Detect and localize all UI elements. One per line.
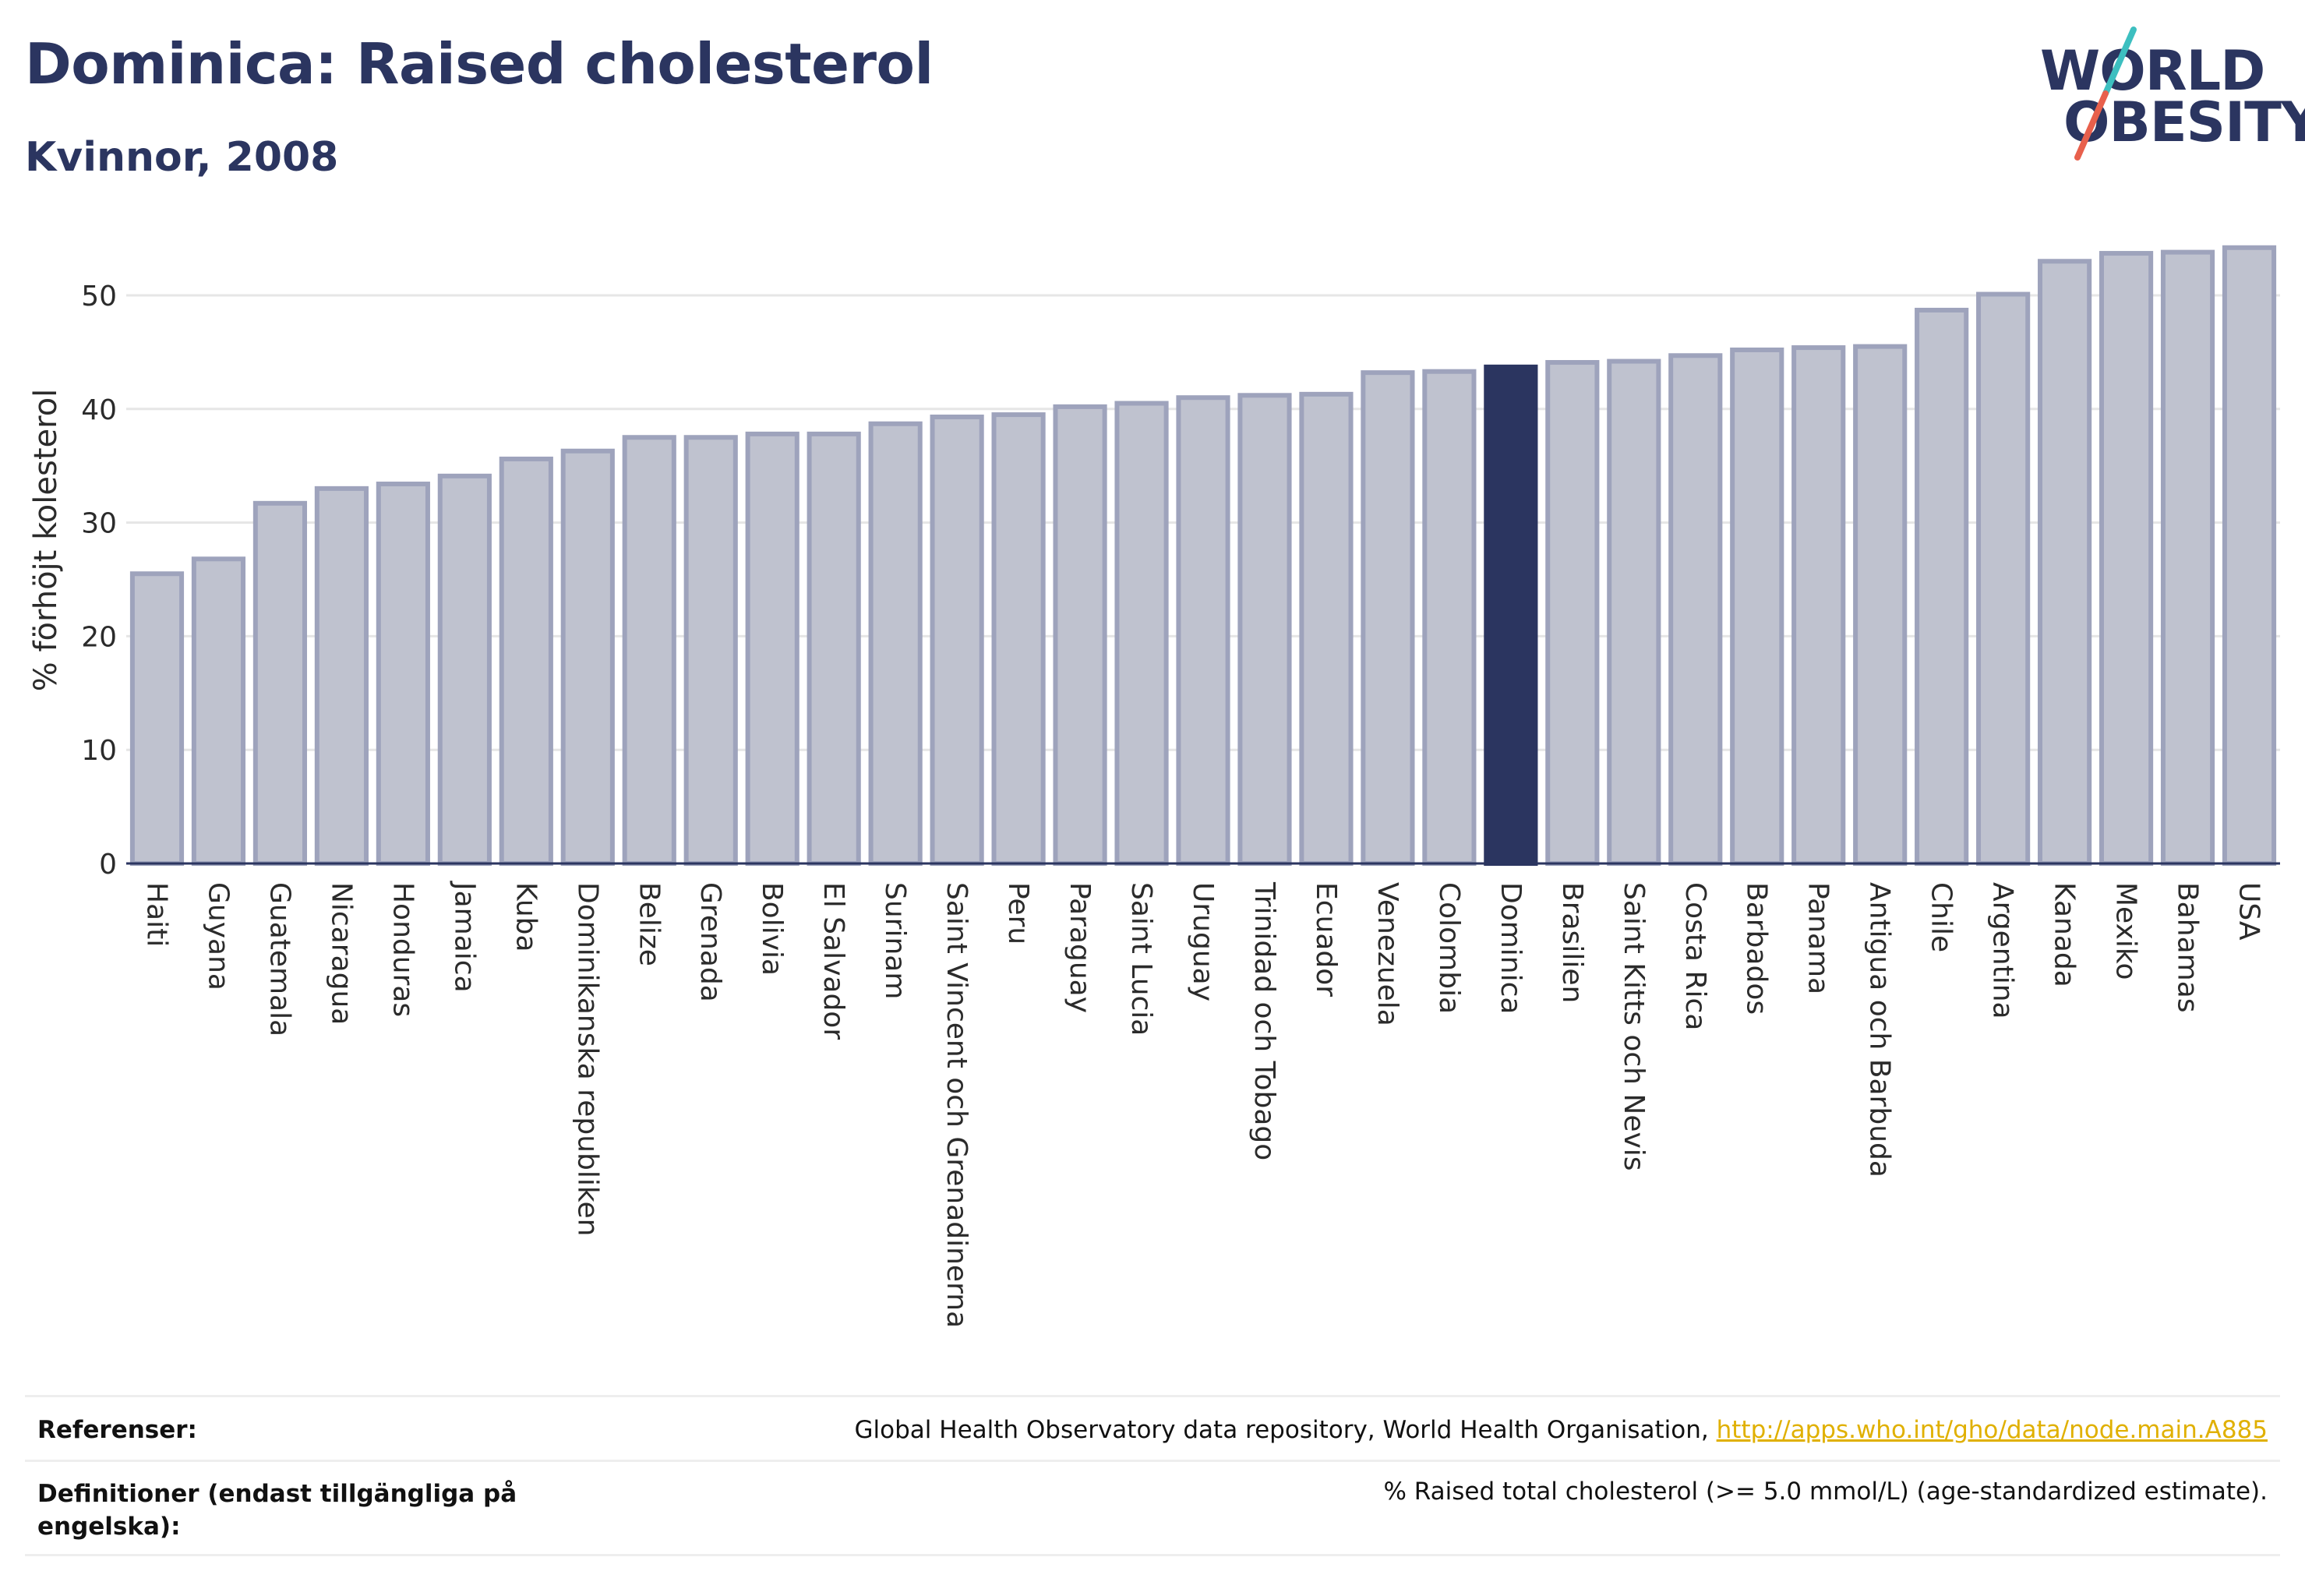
y-tick-label: 30 [81,508,117,540]
y-tick-label: 10 [81,735,117,767]
bar [1422,369,1477,867]
logo-word-world: WORLD [2040,39,2265,103]
x-tick-label: Surinam [879,882,911,999]
x-tick-label: Saint Lucia [1125,882,1157,1036]
x-tick-label: Guatemala [263,882,295,1036]
x-tick-label: Belize [633,882,665,966]
bar [1484,364,1538,866]
bar [1299,391,1354,866]
bar [991,412,1046,866]
x-tick-label: Chile [1926,882,1957,952]
bar [1361,370,1415,867]
bar [252,500,308,867]
x-tick-label: Saint Vincent och Grenadinerna [941,882,972,1328]
x-tick-label: Paraguay [1064,882,1096,1013]
bar [745,431,800,866]
bar [683,435,738,866]
chart-subtitle: Kvinnor, 2008 [25,134,339,181]
x-tick-label: Honduras [387,882,418,1017]
x-tick-label: Mexiko [2110,882,2142,980]
bar [1915,307,1969,867]
bar [930,415,984,866]
bar [1668,353,1723,866]
x-tick-label: Antigua och Barbuda [1864,882,1896,1178]
x-tick-label: El Salvador [817,882,849,1040]
references-row: Referenser: Global Health Observatory da… [25,1395,2280,1460]
x-tick-label: Costa Rica [1679,882,1711,1030]
world-obesity-logo: WORLD OBESITY [2018,23,2305,164]
references-value: Global Health Observatory data repositor… [855,1416,2268,1444]
y-tick-label: 0 [99,849,117,881]
logo-slash-icon [2074,26,2137,161]
x-tick-label: Haiti [140,882,172,947]
footer: Referenser: Global Health Observatory da… [25,1395,2280,1556]
x-tick-label: Argentina [1987,882,2019,1019]
bar [1053,404,1107,866]
x-tick-label: Bahamas [2172,882,2204,1013]
x-tick-label: Peru [1002,882,1034,945]
x-tick-label: Panama [1802,882,1834,994]
bar [560,448,615,866]
references-text: Global Health Observatory data repositor… [854,1416,1717,1444]
bar [499,456,553,866]
bar [376,482,430,866]
x-tick-label: Grenada [694,882,726,1002]
definitions-label: Definitioner (endast tillgängliga på eng… [37,1480,517,1541]
bar [437,473,492,867]
x-axis-ticks: Haiti Guyana Guatemala Nicaragua Honduras Jam… [140,881,2264,1328]
bar [2222,245,2277,867]
x-tick-label: Saint Kitts och Nevis [1618,882,1650,1171]
bar [2160,249,2215,866]
definitions-row: Definitioner (endast tillgängliga på eng… [25,1460,2280,1556]
bar [2038,259,2092,866]
chart-title: Dominica: Raised cholesterol [25,31,934,97]
x-tick-label: USA [2233,882,2265,941]
bar [1730,347,1784,866]
x-tick-label: Dominica [1495,882,1527,1015]
bar [807,431,861,866]
x-tick-label: Jamaica [448,881,480,993]
y-axis-label: % förhöjt kolesterol [28,389,64,692]
bar [1976,291,2031,866]
bar [1237,393,1292,866]
y-axis-ticks: 0 10 20 30 40 50 [81,281,117,881]
x-tick-label: Dominikanska republiken [571,882,603,1236]
references-link[interactable]: http://apps.who.int/gho/data/node.main.A… [1716,1416,2268,1444]
bar [1853,344,1908,866]
x-tick-label: Barbados [1741,882,1773,1015]
x-tick-label: Bolivia [756,882,788,976]
bar [129,571,185,867]
bar [1791,345,1846,866]
x-tick-label: Ecuador [1310,882,1342,997]
x-tick-label: Nicaragua [325,882,357,1025]
x-tick-label: Venezuela [1371,882,1403,1026]
x-tick-label: Kanada [2049,882,2081,987]
x-tick-label: Kuba [510,882,542,952]
y-tick-label: 40 [81,394,117,426]
x-tick-label: Guyana [202,882,234,990]
bar [622,435,676,866]
x-tick-label: Uruguay [1187,882,1219,1001]
bar [1176,395,1230,867]
x-tick-label: Colombia [1433,882,1465,1014]
y-tick-label: 20 [81,621,117,653]
bars [129,245,2277,867]
bar [868,421,923,866]
bar [1607,358,1661,866]
definitions-value: % Raised total cholesterol (>= 5.0 mmol/… [1383,1478,2268,1506]
y-tick-label: 50 [81,281,117,312]
x-tick-label: Brasilien [1556,882,1588,1003]
references-label: Referenser: [37,1416,197,1444]
bar [2099,251,2154,866]
bar [191,556,246,866]
bar [1114,401,1169,866]
bar [1545,360,1600,867]
bar-chart: 0 10 20 30 40 50 Haiti Guyana Guatemala Nicaragu… [28,245,2280,1328]
bar [314,486,369,866]
x-tick-label: Trinidad och Tobago [1248,881,1280,1160]
